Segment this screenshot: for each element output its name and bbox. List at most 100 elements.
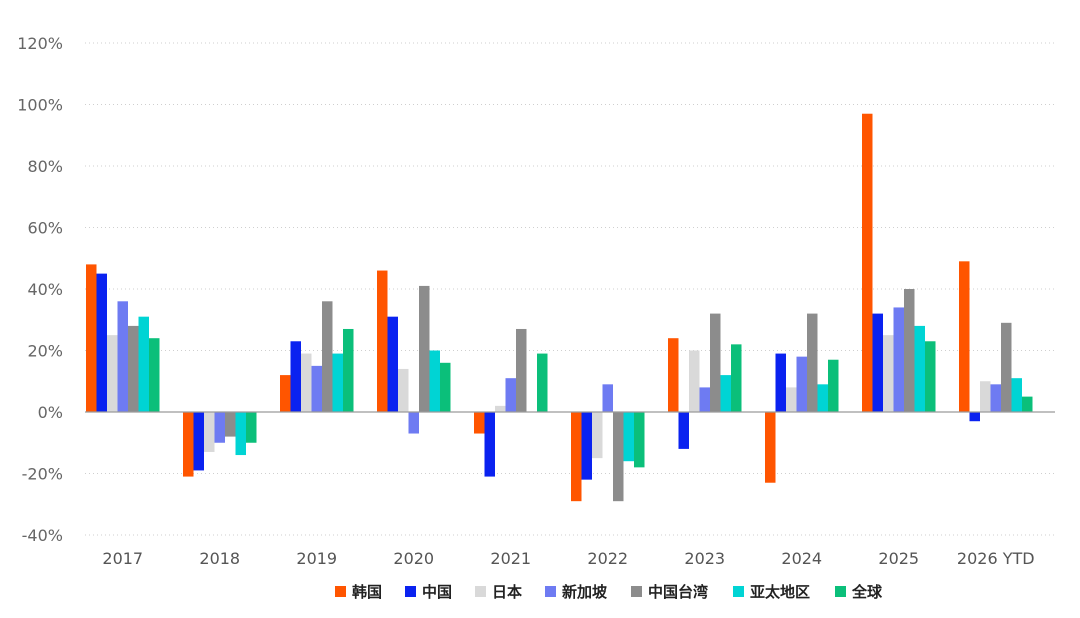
bar xyxy=(495,405,506,412)
bar xyxy=(149,338,160,412)
y-tick-label: 100% xyxy=(17,96,63,115)
bar xyxy=(613,412,624,502)
x-tick-label: 2022 xyxy=(587,549,628,568)
bar xyxy=(571,412,582,502)
bar xyxy=(828,359,839,412)
legend-label: 全球 xyxy=(851,583,883,601)
legend-label: 韩国 xyxy=(352,583,382,601)
x-tick-label: 2020 xyxy=(393,549,434,568)
x-tick-label: 2026 YTD xyxy=(957,549,1035,568)
legend-label: 新加坡 xyxy=(562,583,607,601)
bar xyxy=(980,381,991,412)
bar xyxy=(1001,322,1012,412)
bar xyxy=(668,338,679,412)
bars xyxy=(86,113,1033,502)
bar xyxy=(765,412,776,483)
legend-swatch xyxy=(545,586,556,597)
x-axis: 2017 2018 2019 2020 2021 2022 2023 2024 2025 2026… xyxy=(102,549,1034,568)
bar xyxy=(398,368,409,412)
bar xyxy=(699,387,710,412)
bar xyxy=(204,412,215,452)
legend-swatch xyxy=(475,586,486,597)
bar xyxy=(775,353,786,412)
bar xyxy=(429,350,440,412)
bar xyxy=(786,387,797,412)
y-tick-label: 20% xyxy=(27,342,63,361)
bar xyxy=(343,328,354,412)
bar xyxy=(678,412,689,449)
y-tick-label: 0% xyxy=(38,403,63,422)
bar xyxy=(484,412,495,477)
x-tick-label: 2018 xyxy=(199,549,240,568)
bar xyxy=(796,356,807,412)
x-tick-label: 2017 xyxy=(102,549,143,568)
bar xyxy=(86,264,97,412)
legend-swatch xyxy=(335,586,346,597)
legend-swatch xyxy=(733,586,744,597)
bar xyxy=(581,412,592,480)
bar xyxy=(96,273,107,412)
bar xyxy=(602,384,613,412)
bar xyxy=(720,375,731,412)
y-tick-label: 120% xyxy=(17,34,63,53)
y-axis: -40% -20% 0% 20% 40% 60% 80% 100% 120% xyxy=(17,34,63,545)
bar xyxy=(537,353,548,412)
bar xyxy=(408,412,419,434)
bar xyxy=(128,325,139,412)
x-tick-label: 2025 xyxy=(878,549,919,568)
bar xyxy=(138,316,149,412)
bar xyxy=(183,412,194,477)
bar xyxy=(387,316,398,412)
bar xyxy=(246,412,257,443)
bar xyxy=(214,412,225,443)
x-tick-label: 2023 xyxy=(684,549,725,568)
legend-label: 亚太地区 xyxy=(750,583,810,601)
bar xyxy=(1011,378,1022,412)
bar xyxy=(225,412,236,437)
grid-lines xyxy=(85,42,1055,536)
bar xyxy=(290,341,301,412)
y-tick-label: 60% xyxy=(27,219,63,238)
x-tick-label: 2024 xyxy=(781,549,822,568)
bar xyxy=(623,412,634,462)
y-tick-label: 80% xyxy=(27,157,63,176)
legend-swatch xyxy=(631,586,642,597)
bar xyxy=(925,341,936,412)
bar xyxy=(440,362,451,412)
legend-label: 中国 xyxy=(422,583,452,601)
bar xyxy=(1022,396,1033,412)
bar xyxy=(332,353,343,412)
legend-label: 中国台湾 xyxy=(648,583,708,601)
bar xyxy=(990,384,1001,412)
bar xyxy=(914,325,925,412)
bar xyxy=(505,378,516,412)
bar xyxy=(301,353,312,412)
y-tick-label: -40% xyxy=(22,526,63,545)
bar xyxy=(193,412,204,471)
bar xyxy=(817,384,828,412)
bar xyxy=(117,301,128,412)
bar xyxy=(862,113,873,412)
y-tick-label: 40% xyxy=(27,280,63,299)
bar xyxy=(311,365,322,412)
bar xyxy=(592,412,603,459)
bar xyxy=(516,328,527,412)
bar xyxy=(377,270,388,412)
bar xyxy=(710,313,721,412)
bar xyxy=(419,285,430,412)
bar xyxy=(280,375,291,412)
x-tick-label: 2021 xyxy=(490,549,531,568)
bar xyxy=(959,261,970,412)
legend-swatch xyxy=(835,586,846,597)
bar xyxy=(893,307,904,412)
bar xyxy=(235,412,246,456)
bar xyxy=(474,412,485,434)
x-tick-label: 2019 xyxy=(296,549,337,568)
legend-swatch xyxy=(405,586,416,597)
bar xyxy=(689,350,700,412)
bar xyxy=(807,313,818,412)
bar xyxy=(969,412,980,422)
bar xyxy=(634,412,645,468)
bar xyxy=(731,344,742,412)
